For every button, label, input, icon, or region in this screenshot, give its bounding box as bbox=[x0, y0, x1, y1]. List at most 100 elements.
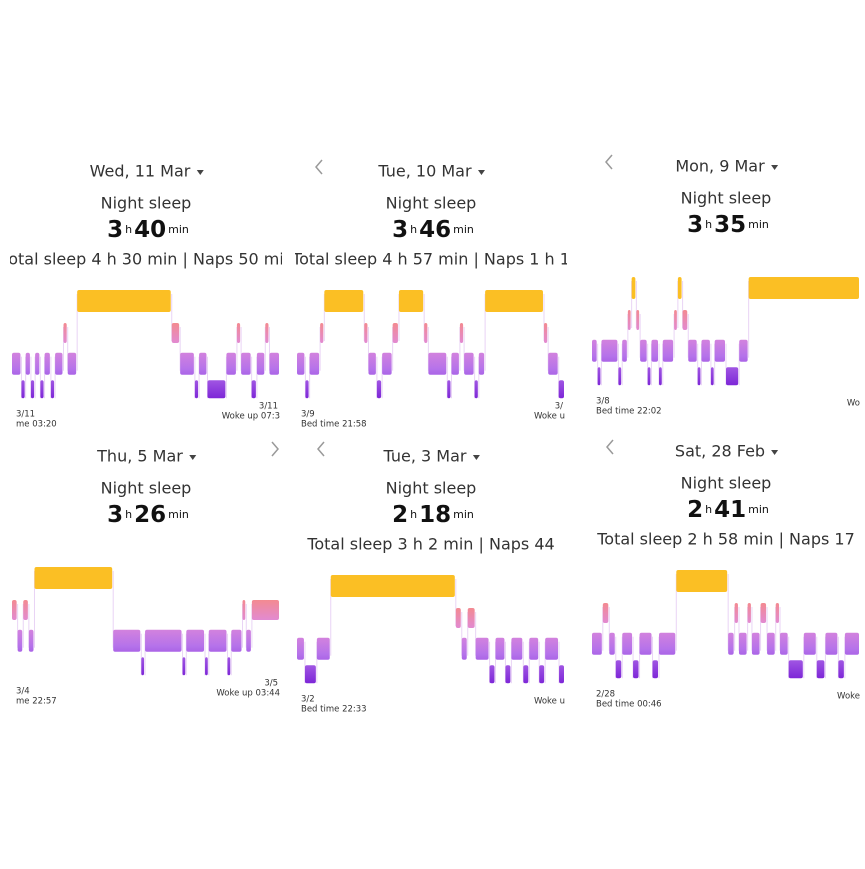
stage-transition bbox=[461, 612, 463, 656]
stage-transition bbox=[837, 636, 839, 679]
bed-time: Bed time 21:58 bbox=[301, 420, 367, 430]
stage-transition bbox=[22, 604, 24, 648]
sleep-stage bbox=[788, 660, 803, 679]
sleep-stage bbox=[747, 603, 751, 623]
stage-transition bbox=[475, 612, 477, 656]
stage-transition bbox=[489, 641, 491, 684]
sleep-stage bbox=[609, 632, 615, 655]
sleep-stage bbox=[30, 380, 35, 399]
sleep-stage bbox=[545, 637, 559, 660]
sleep-stage bbox=[207, 380, 226, 399]
sleep-stage bbox=[265, 323, 269, 343]
stage-transition bbox=[179, 327, 181, 371]
sleep-stage bbox=[592, 339, 597, 362]
sleep-stage bbox=[35, 352, 40, 375]
start-date: 3/2 bbox=[301, 695, 315, 705]
sleep-stage bbox=[622, 632, 633, 655]
stage-transition bbox=[647, 343, 649, 386]
duration-hours: 3 bbox=[687, 212, 703, 238]
start-date: 3/8 bbox=[596, 397, 610, 407]
sleep-stage bbox=[330, 575, 455, 597]
stage-transition bbox=[463, 327, 465, 371]
stage-transition bbox=[760, 607, 762, 651]
sleep-stage bbox=[208, 629, 227, 652]
stage-transition bbox=[198, 356, 200, 399]
sleep-stage bbox=[227, 657, 231, 676]
stage-transition bbox=[204, 633, 206, 676]
sleep-stage bbox=[113, 629, 141, 652]
sleep-panel: Tue, 3 Mar Night sleep 2 h18 min Total sleep … bbox=[297, 447, 565, 715]
stage-transition bbox=[602, 607, 604, 651]
stage-transition bbox=[242, 604, 244, 648]
sleep-stage bbox=[236, 323, 241, 343]
stage-transition bbox=[309, 356, 311, 399]
next-arrow[interactable] bbox=[271, 441, 279, 457]
stage-transition bbox=[775, 607, 777, 651]
stage-transition bbox=[144, 633, 146, 676]
stage-transition bbox=[504, 641, 506, 684]
stage-transition bbox=[467, 612, 469, 656]
sleep-stage bbox=[34, 567, 113, 589]
sleep-stage bbox=[659, 367, 662, 386]
sleep-stage bbox=[523, 665, 529, 684]
stage-transition bbox=[650, 343, 652, 386]
dropdown-icon bbox=[771, 165, 779, 170]
stage-transition bbox=[658, 636, 660, 679]
start-date: 3/11 bbox=[16, 410, 35, 420]
sleep-panel: Thu, 5 Mar Night sleep 3 h26 min 3/4me 22:57 3… bbox=[12, 447, 280, 707]
duration-min: min bbox=[453, 223, 474, 236]
sleep-stage bbox=[816, 660, 825, 679]
stage-transition bbox=[738, 343, 740, 386]
duration-h: h bbox=[410, 223, 417, 236]
sleep-duration: 2 h41 min bbox=[687, 497, 769, 523]
stage-transition bbox=[547, 327, 549, 371]
sleep-stage bbox=[171, 323, 180, 343]
stage-transition bbox=[528, 641, 530, 684]
sleep-stage bbox=[639, 632, 652, 655]
stage-transition bbox=[316, 641, 318, 684]
prev-arrow[interactable] bbox=[315, 159, 323, 175]
dropdown-icon bbox=[189, 455, 197, 460]
bed-time: Bed time 22:02 bbox=[596, 407, 662, 417]
stage-transition bbox=[788, 636, 790, 679]
stage-transition bbox=[367, 327, 369, 371]
duration-h: h bbox=[705, 218, 712, 231]
stage-transition bbox=[20, 356, 22, 399]
duration-hours: 2 bbox=[392, 502, 408, 528]
sleep-stage bbox=[676, 570, 728, 592]
sleep-stage bbox=[55, 352, 63, 375]
dropdown-icon bbox=[472, 455, 480, 460]
sleep-stage bbox=[597, 367, 601, 386]
sleep-stage bbox=[21, 380, 25, 399]
sleep-stage bbox=[40, 380, 44, 399]
stage-transition bbox=[33, 571, 35, 648]
prev-arrow[interactable] bbox=[605, 154, 613, 170]
date-selector: Wed, 11 Mar bbox=[90, 162, 191, 181]
sleep-panel: Wed, 11 Mar Night sleep 3 h40 min otal sleep … bbox=[10, 162, 282, 430]
stage-transition bbox=[264, 327, 266, 371]
stage-transition bbox=[236, 327, 238, 371]
sleep-stage bbox=[376, 380, 382, 399]
sleep-stage bbox=[726, 367, 739, 386]
bed-time: Bed time 00:46 bbox=[596, 700, 662, 710]
sleep-stage bbox=[398, 290, 424, 312]
sleep-stage bbox=[543, 323, 548, 343]
sleep-stage bbox=[392, 323, 398, 343]
sleep-stage bbox=[199, 352, 207, 375]
stage-transition bbox=[171, 294, 173, 341]
stage-transition bbox=[558, 641, 560, 684]
duration-min: min bbox=[748, 218, 769, 231]
stage-transition bbox=[615, 636, 617, 679]
prev-arrow[interactable] bbox=[606, 439, 614, 455]
stage-transition bbox=[751, 607, 753, 651]
stage-transition bbox=[597, 343, 599, 386]
sleep-stage bbox=[242, 600, 246, 620]
prev-arrow[interactable] bbox=[317, 441, 325, 457]
sleep-stage bbox=[368, 352, 376, 375]
stage-transition bbox=[617, 343, 619, 386]
duration-min: min bbox=[748, 503, 769, 516]
stage-transition bbox=[747, 607, 749, 651]
stage-transition bbox=[376, 356, 378, 399]
stage-transition bbox=[478, 356, 480, 399]
